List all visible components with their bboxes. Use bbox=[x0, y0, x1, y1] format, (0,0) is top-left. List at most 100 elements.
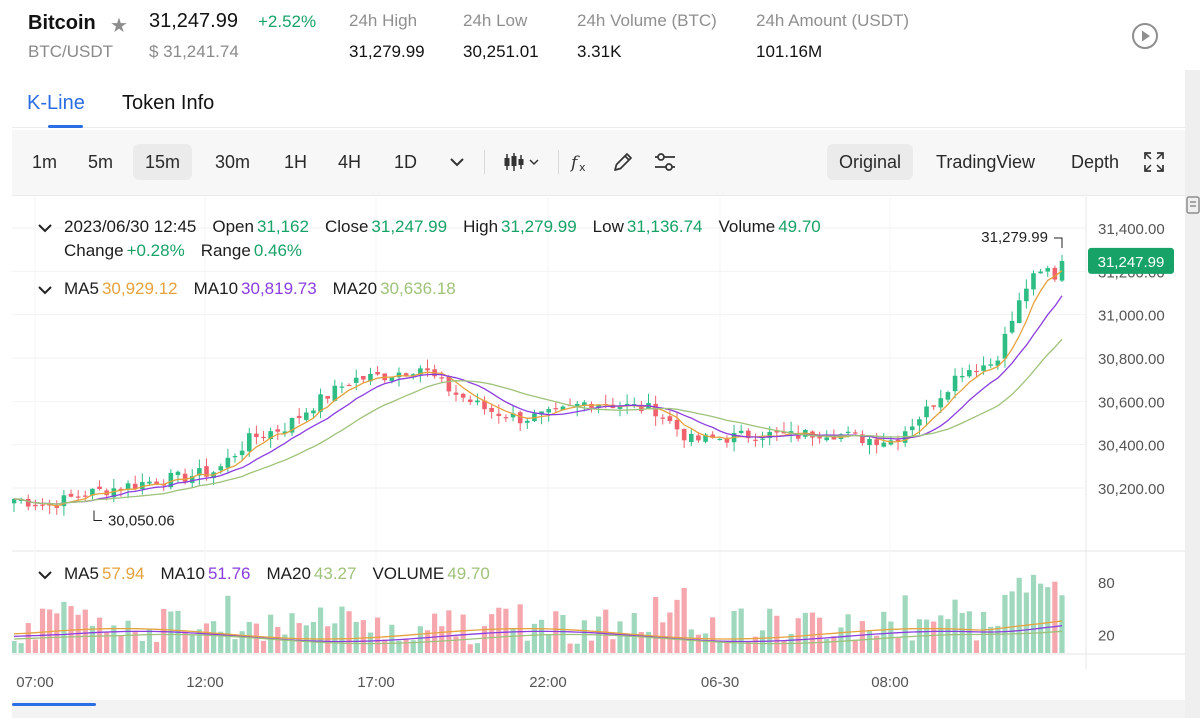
volume-bar bbox=[631, 612, 637, 653]
timeframe-1d[interactable]: 1D bbox=[394, 152, 418, 172]
candle-body bbox=[189, 476, 195, 483]
volume-bar bbox=[781, 640, 787, 653]
vol-ma10-label: MA10 bbox=[160, 564, 205, 583]
volume-bar bbox=[909, 640, 915, 653]
play-circle-icon[interactable] bbox=[1131, 22, 1159, 50]
price-axis-label: 30,200.00 bbox=[1098, 481, 1165, 498]
candle-body bbox=[845, 431, 851, 433]
candle-body bbox=[867, 438, 872, 446]
volume-bar bbox=[902, 595, 908, 653]
volume-bar bbox=[667, 612, 673, 653]
star-icon[interactable]: ★ bbox=[110, 15, 128, 37]
chevron-down-icon[interactable] bbox=[38, 285, 52, 295]
indicator-fx-icon[interactable]: f x bbox=[568, 149, 594, 175]
view-original-button[interactable]: Original bbox=[827, 144, 914, 180]
volume-bar bbox=[817, 617, 823, 653]
timeframe-1h[interactable]: 1H bbox=[284, 152, 308, 172]
stat-24h-amount-label: 24h Amount (USDT) bbox=[756, 11, 910, 30]
volume-bar bbox=[260, 640, 267, 653]
settings-sliders-icon[interactable] bbox=[652, 149, 678, 175]
candlestick-type-icon[interactable] bbox=[502, 149, 542, 175]
candle-body bbox=[204, 466, 209, 477]
volume-bar bbox=[774, 615, 780, 653]
volume-bar bbox=[139, 640, 145, 653]
timeframe-4h[interactable]: 4H bbox=[338, 152, 362, 172]
ma20-label: MA20 bbox=[332, 279, 378, 298]
low-label: Low bbox=[592, 217, 624, 236]
volume-bar bbox=[481, 626, 488, 653]
chevron-down-icon[interactable] bbox=[444, 149, 470, 175]
volume-bar bbox=[895, 637, 901, 653]
candle-body bbox=[1052, 267, 1058, 280]
candle-body bbox=[75, 496, 81, 498]
range-value: 0.46% bbox=[253, 241, 303, 260]
volume-bar bbox=[18, 643, 24, 653]
volume-bar bbox=[317, 607, 324, 653]
volume-bar bbox=[617, 621, 623, 653]
timeframe-5m[interactable]: 5m bbox=[88, 152, 114, 172]
volume-bar bbox=[859, 621, 865, 653]
ma10-label: MA10 bbox=[193, 279, 239, 298]
volume-bar bbox=[396, 640, 402, 653]
timeframe-1m[interactable]: 1m bbox=[32, 152, 58, 172]
pencil-draw-icon[interactable] bbox=[610, 149, 636, 175]
kline-chart[interactable]: 31,400.0031,200.0031,000.0030,800.0030,6… bbox=[12, 197, 1185, 697]
candle-body bbox=[546, 409, 551, 413]
candle-body bbox=[931, 405, 936, 407]
view-tradingview-button[interactable]: TradingView bbox=[936, 152, 1036, 172]
fullscreen-icon[interactable] bbox=[1141, 149, 1167, 175]
candle-body bbox=[232, 456, 238, 458]
candle-body bbox=[225, 457, 231, 468]
view-depth-button[interactable]: Depth bbox=[1071, 152, 1120, 172]
candle-body bbox=[346, 384, 352, 387]
candle-body bbox=[467, 399, 473, 403]
tab-token-info[interactable]: Token Info bbox=[122, 92, 215, 114]
candle-body bbox=[596, 404, 601, 408]
volume-bar bbox=[460, 614, 466, 653]
volume-bar bbox=[360, 620, 366, 653]
candle-body bbox=[90, 488, 95, 496]
candle-body bbox=[917, 419, 922, 426]
candle-body bbox=[817, 436, 822, 439]
price-axis-label: 30,400.00 bbox=[1098, 438, 1165, 455]
volume-axis-label: 20 bbox=[1098, 628, 1115, 645]
candle-body bbox=[703, 434, 708, 442]
ma5-line bbox=[13, 270, 1063, 507]
volume-bar bbox=[1016, 577, 1022, 653]
candle-body bbox=[774, 430, 780, 433]
volume-bar bbox=[146, 628, 153, 653]
change-percent: +2.52% bbox=[258, 12, 317, 31]
volume-bar bbox=[225, 595, 231, 653]
ma20-line bbox=[13, 338, 1063, 505]
current-price-label: 31,247.99 bbox=[1098, 254, 1165, 271]
document-icon[interactable] bbox=[1186, 196, 1200, 214]
side-panel-edge bbox=[1185, 70, 1200, 718]
candle-body bbox=[945, 392, 951, 400]
volume-ma5-line bbox=[13, 620, 1063, 640]
volume-bar bbox=[588, 640, 595, 653]
volume-bar bbox=[12, 641, 17, 653]
open-value: 31,162 bbox=[256, 217, 309, 236]
tab-k-line[interactable]: K-Line bbox=[27, 92, 85, 114]
volume-bar bbox=[874, 635, 880, 653]
stat-24h-high-label: 24h High bbox=[349, 11, 418, 30]
current-price-tag bbox=[1088, 247, 1174, 274]
volume-bar bbox=[603, 609, 609, 653]
kline-chart-canvas[interactable]: 31,400.0031,200.0031,000.0030,800.0030,6… bbox=[12, 197, 1185, 697]
timeframe-30m[interactable]: 30m bbox=[215, 152, 251, 172]
timeframe-15m[interactable]: 15m bbox=[133, 144, 193, 180]
time-axis-label: 17:00 bbox=[357, 674, 395, 691]
candle-body bbox=[767, 431, 773, 438]
price-axis-label: 31,400.00 bbox=[1098, 221, 1165, 238]
candle-body bbox=[339, 386, 345, 388]
chevron-down-icon[interactable] bbox=[38, 570, 52, 580]
volume-bar bbox=[931, 621, 937, 653]
volume-bar bbox=[695, 634, 702, 653]
volume-bar bbox=[1052, 581, 1058, 653]
candle-body bbox=[446, 376, 452, 392]
volume-bar bbox=[546, 634, 552, 653]
candle-body bbox=[18, 499, 24, 501]
candle-body bbox=[995, 360, 1001, 366]
volume-bar bbox=[831, 636, 837, 653]
chevron-down-icon[interactable] bbox=[38, 223, 52, 233]
